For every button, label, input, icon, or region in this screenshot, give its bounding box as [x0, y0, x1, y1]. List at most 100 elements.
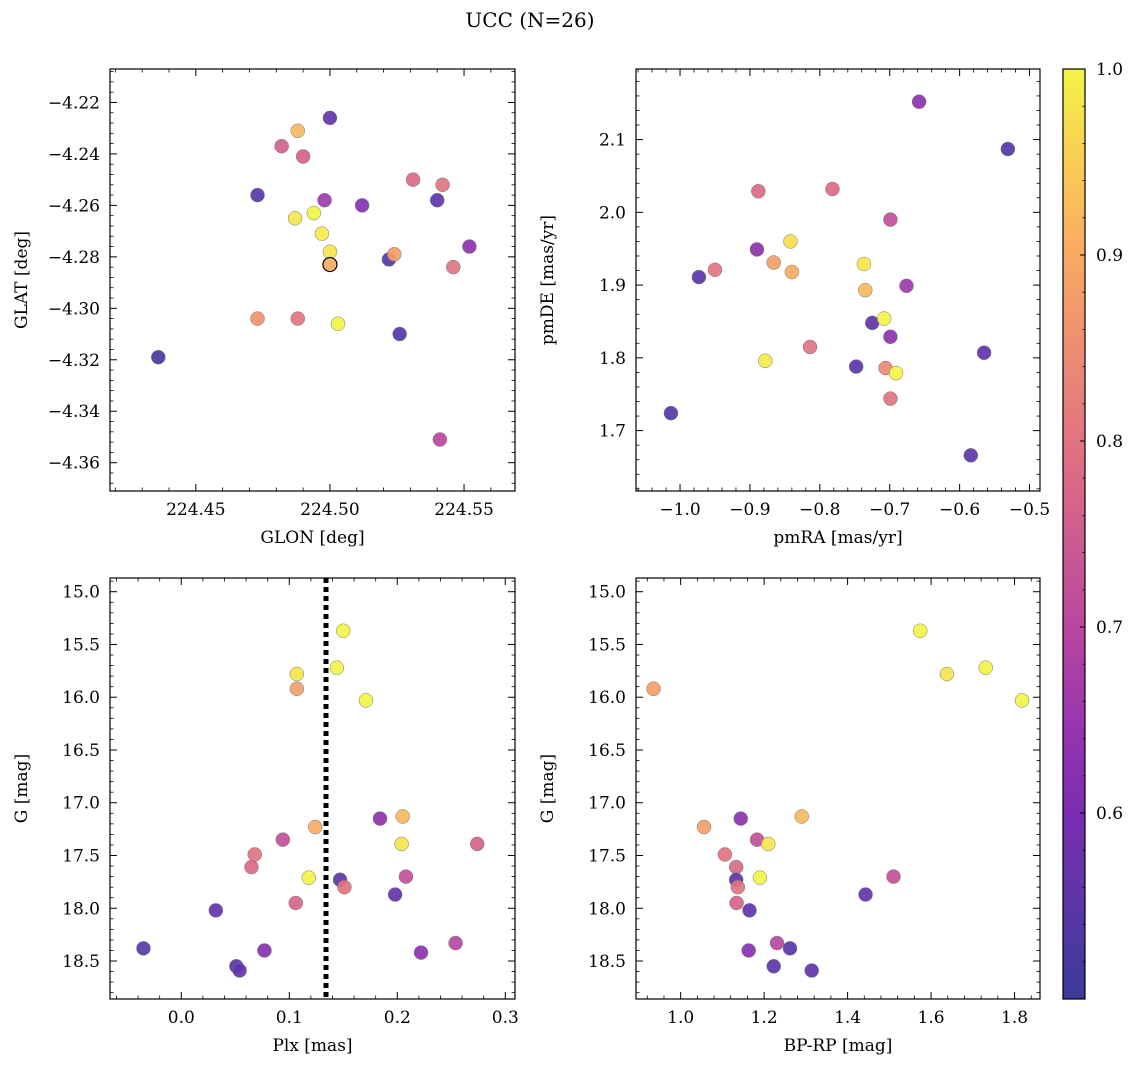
- data-point: [752, 870, 768, 885]
- x-tick-label: 224.55: [434, 500, 493, 520]
- y-axis-label: GLAT [deg]: [12, 231, 32, 329]
- data-point: [939, 666, 955, 682]
- axes-frame: [109, 577, 516, 1000]
- y-tick-label: 16.5: [62, 741, 100, 761]
- data-point: [782, 941, 798, 956]
- colorbar-tick-label: 0.8: [1096, 432, 1123, 452]
- data-point: [766, 959, 781, 974]
- data-point: [306, 205, 322, 221]
- data-point: [761, 836, 776, 852]
- data-point: [1014, 693, 1030, 708]
- data-point: [322, 244, 338, 259]
- data-point: [794, 809, 809, 824]
- data-point: [394, 836, 409, 852]
- x-tick-label: 1.0: [667, 1008, 694, 1028]
- y-tick-label: −4.28: [48, 248, 100, 268]
- data-point: [729, 895, 744, 911]
- colorbar-tick-label: 0.6: [1096, 804, 1123, 824]
- y-tick-label: 16.5: [588, 741, 626, 761]
- y-tick-label: 18.5: [588, 952, 626, 972]
- y-axis-label: G [mag]: [12, 754, 32, 823]
- x-tick-label: 0.0: [168, 1008, 195, 1028]
- x-tick-label: −1.0: [659, 500, 700, 520]
- data-point: [336, 623, 351, 639]
- colorbar-tick-label: 1.0: [1096, 60, 1123, 80]
- y-tick-label: −4.26: [48, 196, 100, 216]
- data-point: [250, 187, 265, 203]
- y-tick-label: 1.9: [599, 276, 626, 296]
- data-point: [802, 339, 818, 355]
- x-tick-label: −0.8: [799, 500, 840, 520]
- data-point: [287, 210, 303, 226]
- data-point: [330, 316, 346, 331]
- data-point: [432, 432, 448, 447]
- data-point: [978, 660, 993, 675]
- suptitle: UCC (N=26): [465, 8, 594, 32]
- y-tick-label: 15.0: [588, 583, 626, 603]
- data-point: [387, 887, 403, 902]
- data-point: [448, 935, 463, 951]
- data-point: [717, 847, 733, 862]
- x-tick-label: 1.4: [834, 1008, 861, 1028]
- data-point: [290, 123, 305, 139]
- y-tick-label: 2.1: [599, 131, 626, 151]
- y-tick-label: 2.0: [599, 203, 626, 223]
- data-point: [883, 329, 898, 345]
- data-point: [730, 879, 746, 895]
- y-tick-label: 17.5: [62, 847, 100, 867]
- colorbar-gradient: [1062, 68, 1086, 1000]
- data-point: [858, 887, 873, 902]
- x-axis-label: Plx [mas]: [272, 1036, 352, 1056]
- x-axis-label: GLON [deg]: [260, 528, 364, 548]
- data-point: [337, 879, 352, 895]
- data-point: [387, 247, 402, 262]
- x-tick-label: 0.2: [384, 1008, 411, 1028]
- data-point: [769, 935, 785, 951]
- data-point: [257, 943, 272, 958]
- data-point: [244, 859, 259, 875]
- data-point: [911, 94, 927, 109]
- data-point: [250, 311, 265, 326]
- x-axis-label: pmRA [mas/yr]: [773, 528, 902, 548]
- data-point: [728, 859, 744, 875]
- y-tick-label: 18.0: [588, 899, 626, 919]
- data-point: [247, 847, 262, 862]
- data-point: [825, 181, 840, 197]
- x-tick-label: 0.3: [492, 1008, 519, 1028]
- data-point: [469, 836, 485, 852]
- data-point: [976, 345, 992, 361]
- colorbar-tick-label: 0.7: [1096, 618, 1123, 638]
- colorbar-tick-label: 0.9: [1096, 246, 1123, 266]
- data-point: [707, 262, 723, 278]
- x-tick-label: 0.1: [276, 1008, 303, 1028]
- data-point: [883, 391, 898, 406]
- data-point: [372, 811, 388, 826]
- data-point: [691, 269, 707, 285]
- panel-top-right: −1.0 −0.9 −0.8 −0.7 −0.6 −0.5 1.7 1.8 1.9 2.0 2.1 p…: [538, 68, 1050, 548]
- data-point: [912, 623, 928, 639]
- x-tick-label: −0.7: [869, 500, 910, 520]
- y-tick-label: 18.5: [62, 952, 100, 972]
- axes-frame: [635, 577, 1041, 1000]
- data-point: [783, 234, 798, 249]
- y-tick-label: −4.34: [48, 402, 100, 422]
- data-point: [742, 903, 757, 918]
- data-point: [274, 138, 289, 154]
- y-axis-label: G [mag]: [538, 754, 558, 823]
- data-point: [301, 870, 316, 885]
- data-point: [856, 256, 872, 272]
- data-point: [288, 895, 304, 911]
- data-point: [295, 149, 311, 164]
- y-tick-label: 17.0: [588, 794, 626, 814]
- panel-bottom-left: 0.0 0.1 0.2 0.3 15.0 15.5 16.0 16.5 17.0 17.5 18.0…: [12, 577, 519, 1056]
- y-tick-label: −4.30: [48, 299, 100, 319]
- data-point: [858, 282, 873, 298]
- data-point: [963, 448, 979, 463]
- axes-frame: [109, 68, 516, 492]
- data-point: [275, 832, 291, 847]
- y-tick-label: −4.32: [48, 351, 100, 371]
- data-point: [398, 869, 414, 884]
- x-tick-label: 224.45: [166, 500, 225, 520]
- x-tick-label: −0.5: [1009, 500, 1050, 520]
- data-point: [322, 110, 338, 126]
